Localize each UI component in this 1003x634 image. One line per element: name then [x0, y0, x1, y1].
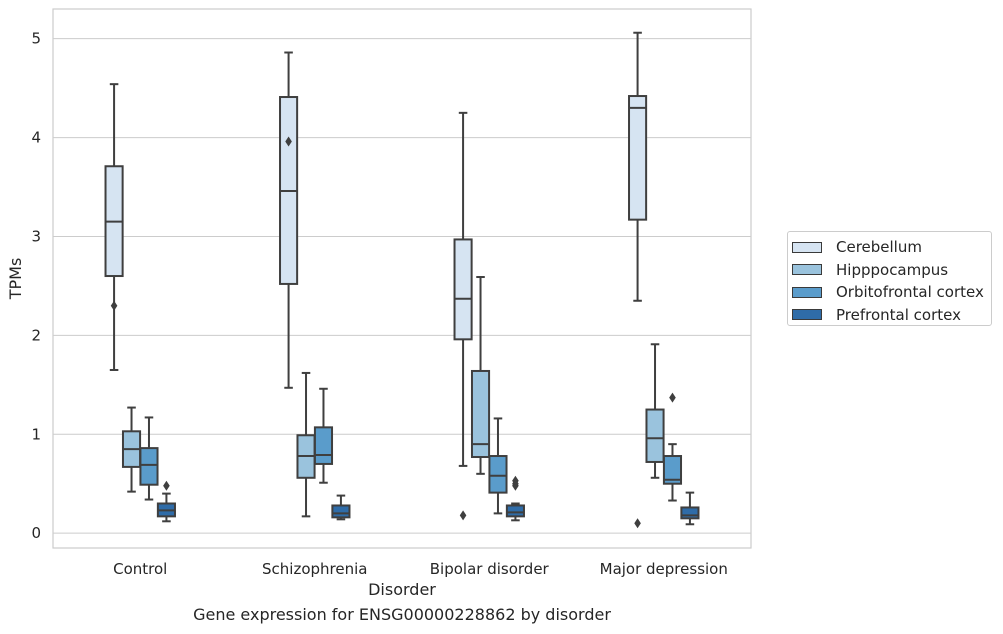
box: [680, 506, 700, 520]
box: [139, 447, 159, 486]
box: [313, 426, 334, 465]
outlier-point: [669, 392, 676, 403]
outlier-point: [459, 510, 467, 521]
legend-item: Prefrontal cortex: [792, 304, 991, 327]
x-tick-label: Bipolar disorder: [430, 560, 550, 578]
legend-swatch: [792, 241, 822, 253]
outlier-point: [634, 518, 641, 529]
y-tick-label: 3: [31, 227, 41, 245]
y-tick-label: 5: [31, 30, 41, 48]
box: [645, 408, 665, 463]
x-tick-label: Major depression: [600, 560, 728, 578]
x-axis-title: Disorder: [368, 580, 436, 599]
box: [505, 504, 525, 518]
box: [331, 504, 351, 519]
y-tick-label: 4: [31, 129, 41, 147]
chart-caption: Gene expression for ENSG00000228862 by d…: [193, 605, 611, 624]
x-tick-label: Control: [113, 560, 167, 578]
box: [453, 238, 473, 341]
legend-item: Orbitofrontal cortex: [792, 281, 991, 304]
outlier-point: [512, 475, 519, 486]
box: [662, 455, 683, 485]
legend-swatch: [792, 286, 822, 298]
outlier-point: [163, 480, 170, 491]
y-tick-label: 2: [31, 326, 41, 344]
legend-swatch: [792, 264, 822, 276]
outlier-point: [110, 300, 118, 311]
legend-item: Cerebellum: [792, 236, 991, 259]
x-tick-label: Schizophrenia: [262, 560, 367, 578]
legend-label: Orbitofrontal cortex: [836, 283, 984, 302]
outlier-point: [285, 136, 292, 147]
box: [488, 455, 508, 494]
box: [470, 369, 491, 459]
legend-swatch: [792, 309, 822, 321]
legend-item: Hipppocampus: [792, 259, 991, 282]
box: [628, 95, 648, 221]
legend-label: Prefrontal cortex: [836, 305, 961, 324]
y-tick-label: 0: [31, 524, 41, 542]
y-tick-label: 1: [31, 425, 41, 443]
chart-legend: Cerebellum Hipppocampus Orbitofrontal cort…: [787, 231, 992, 326]
y-axis-title: TPMs: [6, 258, 25, 301]
legend-label: Cerebellum: [836, 238, 922, 257]
legend-label: Hipppocampus: [836, 260, 949, 279]
